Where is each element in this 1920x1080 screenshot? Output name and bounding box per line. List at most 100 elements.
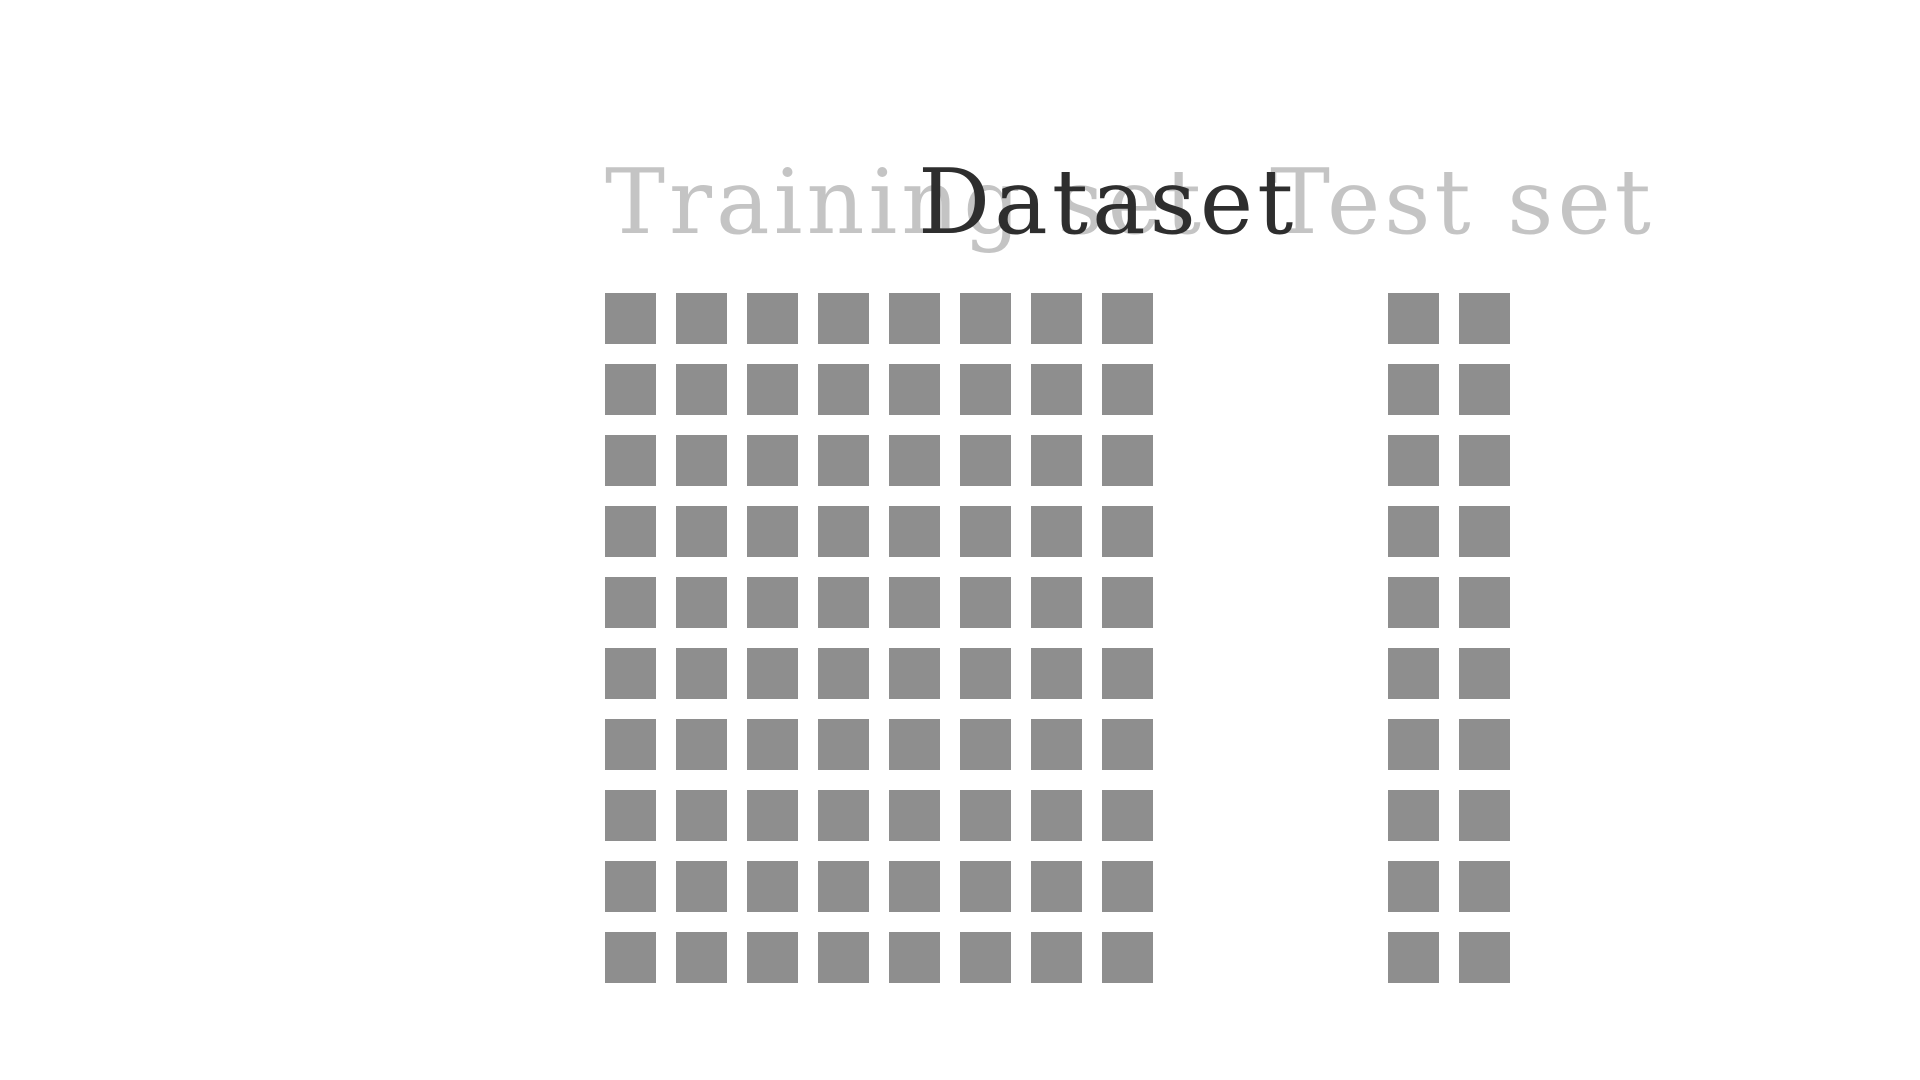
test-sample-square xyxy=(1459,861,1510,912)
test-sample-square xyxy=(1459,648,1510,699)
training-sample-square xyxy=(676,435,727,486)
training-sample-square xyxy=(889,932,940,983)
training-sample-square xyxy=(818,293,869,344)
training-sample-square xyxy=(747,790,798,841)
test-sample-square xyxy=(1459,293,1510,344)
test-set-label: Test set xyxy=(1270,150,1655,255)
training-sample-square xyxy=(960,506,1011,557)
training-sample-square xyxy=(818,932,869,983)
training-sample-square xyxy=(676,932,727,983)
training-sample-square xyxy=(747,719,798,770)
training-sample-square xyxy=(818,861,869,912)
training-sample-square xyxy=(747,364,798,415)
training-sample-square xyxy=(605,435,656,486)
training-sample-square xyxy=(1102,861,1153,912)
training-sample-square xyxy=(889,577,940,628)
training-sample-square xyxy=(818,577,869,628)
training-samples-group xyxy=(605,293,1153,983)
training-sample-square xyxy=(960,364,1011,415)
test-sample-square xyxy=(1388,790,1439,841)
training-sample-square xyxy=(889,790,940,841)
training-sample-square xyxy=(818,719,869,770)
test-sample-square xyxy=(1459,719,1510,770)
training-sample-square xyxy=(1102,719,1153,770)
training-sample-square xyxy=(960,719,1011,770)
training-sample-square xyxy=(1031,435,1082,486)
training-sample-square xyxy=(747,506,798,557)
training-sample-square xyxy=(676,648,727,699)
test-sample-square xyxy=(1388,719,1439,770)
training-sample-square xyxy=(818,648,869,699)
training-sample-square xyxy=(747,932,798,983)
training-sample-square xyxy=(676,577,727,628)
training-sample-square xyxy=(960,577,1011,628)
training-sample-square xyxy=(1102,790,1153,841)
test-sample-square xyxy=(1388,577,1439,628)
training-sample-square xyxy=(747,861,798,912)
training-set-label: Training set xyxy=(605,150,1206,255)
training-sample-square xyxy=(960,932,1011,983)
training-sample-square xyxy=(676,790,727,841)
test-sample-square xyxy=(1388,932,1439,983)
training-sample-square xyxy=(676,506,727,557)
training-sample-square xyxy=(605,506,656,557)
training-sample-square xyxy=(960,293,1011,344)
training-sample-square xyxy=(1031,861,1082,912)
test-sample-square xyxy=(1388,364,1439,415)
training-sample-square xyxy=(1031,719,1082,770)
training-sample-square xyxy=(747,293,798,344)
training-sample-square xyxy=(1031,364,1082,415)
training-sample-square xyxy=(1102,364,1153,415)
training-sample-square xyxy=(605,719,656,770)
training-sample-square xyxy=(605,790,656,841)
dataset-label: Dataset xyxy=(918,150,1298,255)
training-sample-square xyxy=(960,648,1011,699)
training-sample-square xyxy=(676,293,727,344)
training-sample-square xyxy=(676,364,727,415)
training-sample-square xyxy=(1102,435,1153,486)
training-sample-square xyxy=(889,364,940,415)
training-sample-square xyxy=(676,719,727,770)
test-sample-square xyxy=(1388,435,1439,486)
training-sample-square xyxy=(605,932,656,983)
training-sample-square xyxy=(818,506,869,557)
training-sample-square xyxy=(960,790,1011,841)
training-sample-square xyxy=(605,293,656,344)
test-sample-square xyxy=(1459,364,1510,415)
training-sample-square xyxy=(1031,577,1082,628)
training-sample-square xyxy=(818,790,869,841)
training-sample-square xyxy=(1102,648,1153,699)
test-sample-square xyxy=(1388,861,1439,912)
training-sample-square xyxy=(889,293,940,344)
test-samples-group xyxy=(1388,293,1510,983)
training-sample-square xyxy=(1031,790,1082,841)
test-sample-square xyxy=(1388,293,1439,344)
training-sample-square xyxy=(960,435,1011,486)
training-sample-square xyxy=(605,648,656,699)
test-sample-square xyxy=(1459,506,1510,557)
training-sample-square xyxy=(1102,932,1153,983)
training-sample-square xyxy=(747,435,798,486)
training-sample-square xyxy=(605,861,656,912)
training-sample-square xyxy=(1031,293,1082,344)
training-sample-square xyxy=(1102,293,1153,344)
training-sample-square xyxy=(1031,648,1082,699)
training-sample-square xyxy=(960,861,1011,912)
training-sample-square xyxy=(1031,506,1082,557)
training-sample-square xyxy=(605,364,656,415)
training-sample-square xyxy=(1102,577,1153,628)
training-sample-square xyxy=(889,435,940,486)
test-sample-square xyxy=(1459,932,1510,983)
training-sample-square xyxy=(747,577,798,628)
training-sample-square xyxy=(889,719,940,770)
training-sample-square xyxy=(889,506,940,557)
test-sample-square xyxy=(1388,506,1439,557)
training-sample-square xyxy=(676,861,727,912)
training-sample-square xyxy=(747,648,798,699)
training-sample-square xyxy=(1102,506,1153,557)
training-sample-square xyxy=(605,577,656,628)
training-sample-square xyxy=(818,364,869,415)
training-sample-square xyxy=(889,648,940,699)
